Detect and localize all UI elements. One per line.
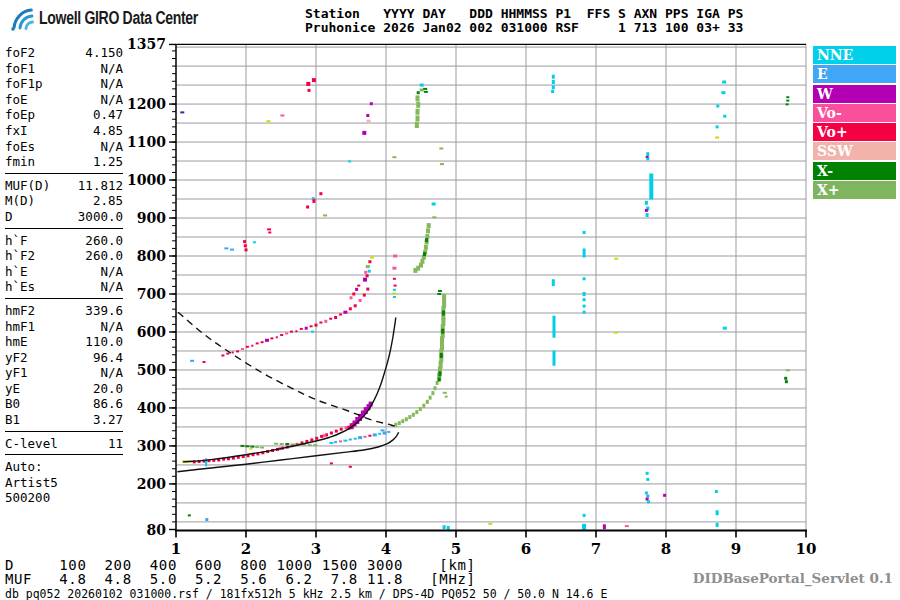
y-tick-label: 80 xyxy=(147,522,167,538)
y-tick-label: 1100 xyxy=(127,134,166,150)
y-tick-label: 1000 xyxy=(127,172,166,188)
legend-item-xminus: X- xyxy=(813,162,896,180)
x-tick-label: 10 xyxy=(796,540,817,558)
plot-grid xyxy=(176,44,806,530)
legend-item-voplus: Vo+ xyxy=(813,123,896,141)
x-tick-label: 7 xyxy=(591,540,601,558)
echo-legend: NNEEWVo-Vo+SSW X-X+ xyxy=(813,46,896,200)
y-tick-label: 300 xyxy=(137,438,166,454)
legend-item-w: W xyxy=(813,85,896,103)
y-tick-label: 1357 xyxy=(127,36,166,52)
y-tick-label: 400 xyxy=(137,400,166,416)
legend-item-ssw: SSW xyxy=(813,142,896,160)
muf-row: MUF 4.8 4.8 5.0 5.2 5.6 6.2 7.8 11.8 [MH… xyxy=(5,572,476,586)
y-tick-label: 800 xyxy=(137,248,166,264)
x-tick-label: 3 xyxy=(311,540,321,558)
x-tick-label: 8 xyxy=(661,540,671,558)
curve-profile xyxy=(177,432,398,472)
ionogram-plot: 1357120011001000900800700600500400300200… xyxy=(0,0,900,600)
curve-hprime_fit xyxy=(183,318,396,462)
x-tick-label: 4 xyxy=(381,540,391,558)
x-tick-label: 6 xyxy=(521,540,531,558)
y-tick-label: 1200 xyxy=(127,96,166,112)
plot-curves xyxy=(177,312,398,472)
y-tick-label: 200 xyxy=(137,476,166,492)
y-tick-label: 900 xyxy=(137,210,166,226)
distance-row: D 100 200 400 600 800 1000 1500 3000 [km… xyxy=(5,558,476,572)
y-tick-label: 600 xyxy=(137,324,166,340)
x-tick-label: 1 xyxy=(171,540,181,558)
legend-item-vominus: Vo- xyxy=(813,104,896,122)
x-tick-label: 5 xyxy=(451,540,461,558)
x-tick-label: 9 xyxy=(731,540,741,558)
servlet-watermark: DIDBasePortal_Servlet 0.1 xyxy=(693,570,893,586)
x-tick-label: 2 xyxy=(241,540,251,558)
y-tick-label: 700 xyxy=(137,286,166,302)
didbase-ionogram-page: Lowell GIRO Data Center Station YYYY DAY… xyxy=(0,0,900,600)
legend-item-nne: NNE xyxy=(813,46,896,64)
y-tick-label: 500 xyxy=(137,362,166,378)
ionogram-file-info: db pq052 20260102 031000.rsf / 181fx512h… xyxy=(5,587,607,600)
legend-item-xplus: X+ xyxy=(813,181,896,199)
legend-item-e: E xyxy=(813,65,896,83)
plot-axes: 1357120011001000900800700600500400300200… xyxy=(127,36,816,557)
